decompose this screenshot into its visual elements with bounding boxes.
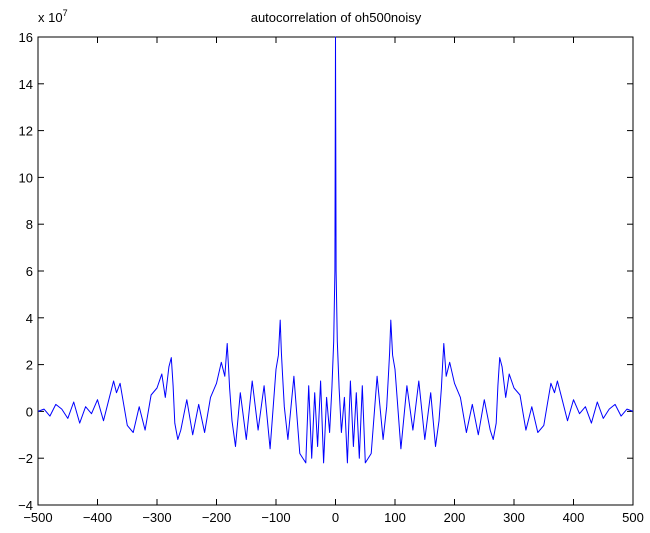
x-tick-label: 100 <box>384 510 406 525</box>
chart-title: autocorrelation of oh500noisy <box>251 10 422 25</box>
y-tick-label: 2 <box>26 358 33 373</box>
y-tick-label: 10 <box>19 170 33 185</box>
x-tick-label: 0 <box>332 510 339 525</box>
y-tick-label: 0 <box>26 404 33 419</box>
y-scale-label: x 107 <box>38 8 68 25</box>
y-tick-label: 12 <box>19 124 33 139</box>
x-tick-label: 200 <box>444 510 466 525</box>
x-tick-label: −500 <box>23 510 52 525</box>
y-scale-exponent: 7 <box>63 8 68 18</box>
x-tick-label: −400 <box>83 510 112 525</box>
y-tick-label: 14 <box>19 77 33 92</box>
y-tick-label: 16 <box>19 30 33 45</box>
plot-area: −500 −400 −300 −200 −100 0 100 200 300 400 500−4−2… <box>18 30 644 525</box>
y-scale-base: x 10 <box>38 10 63 25</box>
x-tick-label: −100 <box>261 510 290 525</box>
y-tick-label: 8 <box>26 217 33 232</box>
x-tick-label: −200 <box>202 510 231 525</box>
x-tick-label: 300 <box>503 510 525 525</box>
y-tick-label: 4 <box>26 311 33 326</box>
x-tick-label: 500 <box>622 510 644 525</box>
y-tick-label: −2 <box>18 451 33 466</box>
series-line <box>37 36 634 464</box>
x-tick-label: 400 <box>563 510 585 525</box>
y-tick-label: −4 <box>18 498 33 513</box>
x-tick-label: −300 <box>142 510 171 525</box>
y-tick-label: 6 <box>26 264 33 279</box>
